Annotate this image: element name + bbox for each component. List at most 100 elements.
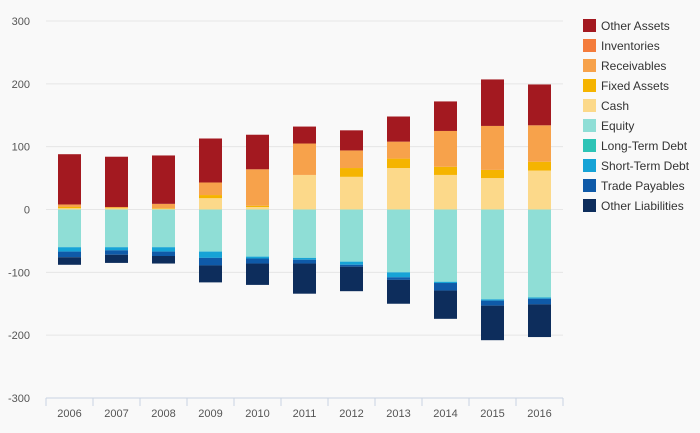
- bar-segment: [293, 126, 316, 144]
- legend-swatch: [583, 59, 596, 72]
- bar-segment: [199, 198, 222, 210]
- bar-segment: [387, 158, 410, 169]
- legend: Other Assets Inventories Receivables Fixed …: [583, 19, 690, 213]
- bar-segment: [293, 143, 316, 175]
- bar-segment: [58, 204, 81, 207]
- bar-segment: [246, 256, 269, 259]
- bar-segment: [152, 155, 175, 204]
- bar-segment: [387, 272, 410, 278]
- bar-segment: [152, 255, 175, 264]
- bar-segment: [152, 208, 175, 210]
- legend-label: Inventories: [601, 39, 660, 53]
- bar-segment: [105, 206, 128, 208]
- bar-segment: [528, 170, 551, 210]
- bar-segment: [434, 283, 457, 291]
- bar-segment: [293, 209, 316, 258]
- y-tick-label: 200: [12, 79, 30, 91]
- bar-segment: [528, 297, 551, 299]
- bar-segment: [481, 209, 504, 300]
- legend-swatch: [583, 139, 596, 152]
- bar-segment: [481, 305, 504, 341]
- bar-segment: [246, 209, 269, 257]
- bar-segment: [340, 209, 363, 262]
- x-tick-label: 2009: [198, 408, 222, 420]
- legend-swatch: [583, 119, 596, 132]
- bar-segment: [199, 265, 222, 283]
- x-axis: 2006 2007 2008 2009 2010 2011 2012 2013 2014 2015…: [45, 397, 564, 420]
- bar-segment: [340, 176, 363, 210]
- bar-segment: [199, 251, 222, 258]
- y-tick-label: 300: [12, 16, 30, 28]
- bar-segment: [387, 116, 410, 142]
- legend-swatch: [583, 99, 596, 112]
- x-tick-label: 2012: [339, 408, 363, 420]
- bar-segment: [105, 207, 128, 209]
- x-tick-label: 2010: [245, 408, 269, 420]
- y-tick-label: 100: [12, 142, 30, 154]
- bar-segment: [58, 257, 81, 265]
- legend-label: Trade Payables: [601, 179, 685, 193]
- bar-segment: [528, 298, 551, 305]
- bar-segment: [105, 209, 128, 248]
- legend-swatch: [583, 159, 596, 172]
- bar-segment: [199, 182, 222, 196]
- x-tick-label: 2016: [527, 408, 551, 420]
- bar-segment: [246, 169, 269, 206]
- bar-segment: [246, 205, 269, 207]
- bar-segment: [387, 279, 410, 304]
- legend-swatch: [583, 199, 596, 212]
- bar-segment: [481, 300, 504, 306]
- y-axis: -300 -200 -100 0 100 200 300: [8, 16, 30, 405]
- bar-segment: [152, 203, 175, 209]
- bar-segment: [340, 261, 363, 265]
- bar-segment: [481, 169, 504, 179]
- x-tick-label: 2006: [57, 408, 81, 420]
- bar-segment: [481, 178, 504, 210]
- bar-segment: [105, 247, 128, 251]
- bar-segment: [246, 206, 269, 210]
- legend-label: Equity: [601, 119, 634, 133]
- legend-swatch: [583, 179, 596, 192]
- bar-segment: [434, 101, 457, 131]
- bar-segment: [340, 130, 363, 151]
- bar-segment: [528, 209, 551, 298]
- x-tick-label: 2007: [104, 408, 128, 420]
- x-tick-label: 2008: [151, 408, 175, 420]
- bar-segment: [528, 304, 551, 338]
- bar-segment: [387, 209, 410, 273]
- bar-segment: [199, 195, 222, 199]
- x-tick-label: 2011: [293, 408, 317, 420]
- bar-segment: [199, 138, 222, 183]
- bar-segment: [105, 250, 128, 255]
- legend-swatch: [583, 19, 596, 32]
- bar-segment: [434, 290, 457, 319]
- bar-segment: [293, 174, 316, 210]
- legend-label: Long-Term Debt: [601, 139, 688, 153]
- bar-segment: [434, 281, 457, 284]
- legend-label: Cash: [601, 99, 629, 113]
- bar-segment: [58, 206, 81, 209]
- legend-swatch: [583, 79, 596, 92]
- legend-label: Receivables: [601, 59, 666, 73]
- bar-segment: [246, 134, 269, 170]
- bar-segment: [528, 125, 551, 162]
- bar-segment: [199, 257, 222, 266]
- y-tick-label: -200: [8, 330, 30, 342]
- bar-segment: [152, 209, 175, 248]
- bar-segment: [293, 263, 316, 294]
- bar-segment: [293, 257, 316, 260]
- bar-segment: [58, 154, 81, 205]
- bar-segment: [105, 156, 128, 207]
- bar-segment: [434, 174, 457, 210]
- bar-segment: [528, 161, 551, 171]
- bar-segment: [199, 209, 222, 252]
- x-tick-label: 2014: [433, 408, 457, 420]
- x-tick-label: 2013: [386, 408, 410, 420]
- bar-segment: [58, 251, 81, 258]
- bar-segment: [528, 84, 551, 126]
- bar-segment: [481, 79, 504, 126]
- legend-label: Other Liabilities: [601, 199, 684, 213]
- bar-segment: [58, 247, 81, 252]
- legend-label: Fixed Assets: [601, 79, 669, 93]
